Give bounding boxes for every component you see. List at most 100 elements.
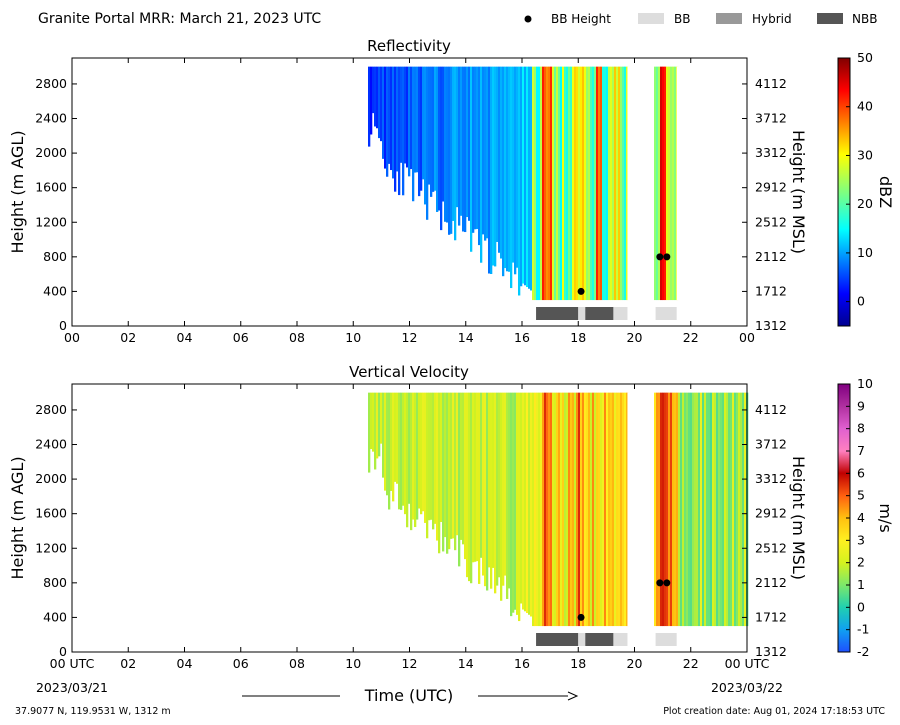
heatmap-column	[514, 66, 517, 275]
x-tick-label: 14	[458, 330, 474, 345]
heatmap-column	[724, 392, 727, 627]
heatmap-column	[542, 392, 545, 627]
heatmap-column	[594, 66, 597, 301]
heatmap-column	[620, 392, 623, 627]
reflectivity-colorbar-ticks: 50 40 30 20 10 0	[846, 50, 873, 309]
heatmap-column	[502, 66, 505, 277]
heatmap-column	[492, 66, 495, 266]
heatmap-column	[438, 392, 441, 554]
bb-type-bar	[536, 307, 579, 320]
heatmap-column	[416, 392, 419, 520]
heatmap-column	[368, 392, 371, 473]
heatmap-column	[406, 66, 409, 168]
velocity-y-ticks-left: 0 400 800 1200 1600 2000 2400 2800	[35, 402, 77, 659]
heatmap-column	[708, 392, 711, 627]
colorbar-tick-label: 40	[857, 99, 873, 114]
velocity-x-ticks: 00 UTC 02 04 06 08 10 12 14 16 18 20 22 00 UTC	[50, 384, 770, 671]
heatmap-column	[670, 66, 673, 301]
heatmap-column	[392, 392, 395, 502]
heatmap-column	[472, 392, 475, 563]
colorbar-tick-label: 30	[857, 147, 873, 162]
colorbar-tick-label: 7	[857, 443, 865, 458]
heatmap-column	[488, 66, 491, 274]
heatmap-column	[614, 392, 617, 627]
heatmap-column	[428, 392, 431, 521]
heatmap-column	[696, 392, 699, 627]
reflectivity-x-ticks: 00 02 04 06 08 10 12 14 16 18 20 22 00	[64, 58, 755, 345]
heatmap-column	[436, 66, 439, 212]
heatmap-column	[482, 66, 485, 235]
heatmap-column	[658, 66, 661, 301]
heatmap-column	[418, 392, 421, 509]
colorbar-tick-label: -2	[857, 644, 869, 659]
heatmap-column	[586, 66, 589, 301]
heatmap-column	[656, 66, 659, 301]
heatmap-column	[604, 392, 607, 627]
heatmap-column	[410, 66, 413, 170]
y-tick-label-right: 3712	[755, 437, 787, 452]
bb-height-dot	[656, 579, 664, 587]
heatmap-column	[532, 66, 535, 301]
heatmap-column	[480, 392, 483, 558]
heatmap-column	[516, 66, 519, 268]
heatmap-column	[526, 66, 529, 288]
heatmap-column	[672, 66, 675, 301]
time-arrow-head	[567, 691, 579, 701]
heatmap-column	[682, 392, 685, 627]
y-tick-label: 2000	[35, 471, 67, 486]
heatmap-column	[372, 66, 375, 114]
x-tick-label: 08	[289, 656, 305, 671]
y-tick-label: 400	[43, 609, 67, 624]
bb-type-bar	[655, 307, 677, 320]
heatmap-column	[482, 392, 485, 576]
heatmap-column	[444, 66, 447, 222]
heatmap-column	[728, 392, 731, 627]
y-tick-label-right: 3312	[755, 145, 787, 160]
y-tick-label: 1200	[35, 214, 67, 229]
heatmap-column	[558, 66, 561, 301]
heatmap-column	[440, 392, 443, 522]
heatmap-column	[522, 66, 525, 284]
y-tick-label: 400	[43, 283, 67, 298]
reflectivity-colorbar	[837, 57, 851, 327]
data-gap	[676, 66, 747, 301]
heatmap-column	[618, 66, 621, 301]
heatmap-column	[498, 66, 501, 253]
date-end: 2023/03/22	[711, 680, 783, 695]
velocity-ylabel-left: Height (m AGL)	[8, 456, 27, 579]
heatmap-column	[602, 66, 605, 301]
x-tick-label: 12	[402, 656, 418, 671]
heatmap-column	[390, 66, 393, 171]
heatmap-column	[554, 66, 557, 301]
heatmap-column	[546, 392, 549, 627]
heatmap-column	[554, 392, 557, 627]
x-tick-label: 06	[233, 330, 249, 345]
reflectivity-y-ticks-right: 1312 1712 2112 2512 2912 3312 3712 4112	[742, 76, 787, 333]
y-tick-label-right: 1312	[755, 644, 787, 659]
heatmap-column	[616, 392, 619, 627]
heatmap-column	[706, 392, 709, 627]
heatmap-column	[570, 392, 573, 627]
heatmap-column	[676, 392, 679, 627]
heatmap-column	[526, 392, 529, 614]
heatmap-column	[378, 66, 381, 139]
heatmap-column	[490, 66, 493, 275]
heatmap-column	[668, 392, 671, 627]
heatmap-column	[666, 66, 669, 301]
heatmap-column	[618, 392, 621, 627]
heatmap-column	[530, 66, 533, 291]
heatmap-column	[722, 392, 725, 627]
heatmap-column	[550, 66, 553, 301]
colorbar-tick-label: 2	[857, 555, 865, 570]
heatmap-column	[436, 392, 439, 541]
data-gap	[627, 66, 653, 301]
heatmap-column	[510, 392, 513, 617]
x-tick-label: 00	[64, 330, 80, 345]
heatmap-column	[486, 66, 489, 239]
heatmap-column	[426, 66, 429, 220]
heatmap-column	[372, 392, 375, 452]
heatmap-column	[504, 66, 507, 269]
heatmap-column	[432, 392, 435, 530]
heatmap-column	[540, 392, 543, 627]
heatmap-column	[494, 392, 497, 594]
